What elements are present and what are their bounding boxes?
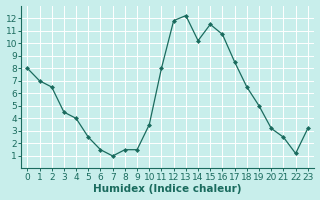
X-axis label: Humidex (Indice chaleur): Humidex (Indice chaleur) xyxy=(93,184,242,194)
